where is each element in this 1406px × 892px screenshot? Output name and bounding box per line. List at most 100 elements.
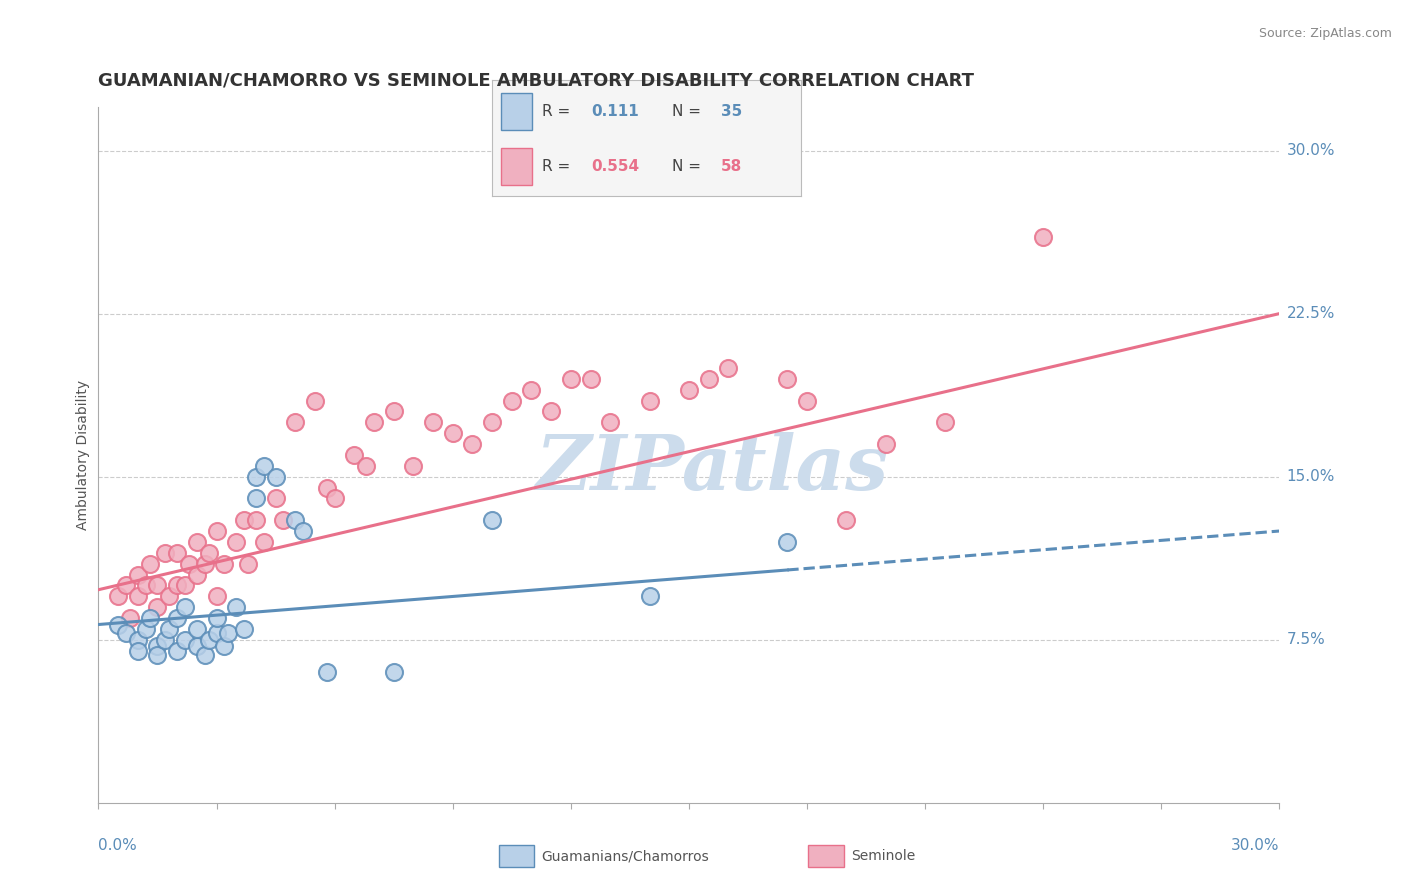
Point	[481, 415, 503, 429]
Point	[292, 524, 315, 538]
Text: Source: ZipAtlas.com: Source: ZipAtlas.com	[1258, 27, 1392, 40]
Point	[205, 524, 228, 538]
Point	[107, 589, 129, 603]
Point	[155, 632, 177, 647]
Point	[225, 535, 247, 549]
Point	[127, 643, 149, 657]
Point	[934, 415, 956, 429]
Point	[245, 469, 267, 483]
Point	[194, 648, 217, 662]
Point	[127, 632, 149, 647]
Point	[678, 383, 700, 397]
Point	[540, 404, 562, 418]
Point	[520, 383, 543, 397]
Text: 0.111: 0.111	[591, 104, 638, 120]
Point	[205, 626, 228, 640]
Point	[422, 415, 444, 429]
Point	[875, 437, 897, 451]
Point	[115, 578, 138, 592]
Point	[146, 600, 169, 615]
Point	[214, 639, 236, 653]
Point	[264, 491, 287, 506]
Point	[214, 557, 236, 571]
Point	[776, 372, 799, 386]
Point	[157, 622, 180, 636]
Point	[174, 600, 197, 615]
Point	[157, 589, 180, 603]
Text: GUAMANIAN/CHAMORRO VS SEMINOLE AMBULATORY DISABILITY CORRELATION CHART: GUAMANIAN/CHAMORRO VS SEMINOLE AMBULATOR…	[98, 71, 974, 89]
Point	[560, 372, 582, 386]
Text: 35: 35	[721, 104, 742, 120]
Point	[225, 600, 247, 615]
Point	[382, 665, 405, 680]
Point	[186, 567, 208, 582]
Point	[197, 632, 219, 647]
Point	[236, 557, 259, 571]
Point	[174, 578, 197, 592]
Point	[402, 458, 425, 473]
Point	[461, 437, 484, 451]
Point	[174, 632, 197, 647]
Text: ZIPatlas: ZIPatlas	[536, 432, 889, 506]
Text: R =: R =	[541, 104, 569, 120]
Point	[166, 611, 188, 625]
Point	[186, 639, 208, 653]
Text: N =: N =	[672, 104, 700, 120]
Point	[205, 589, 228, 603]
Text: N =: N =	[672, 159, 700, 174]
Point	[382, 404, 405, 418]
Y-axis label: Ambulatory Disability: Ambulatory Disability	[76, 380, 90, 530]
Text: R =: R =	[541, 159, 569, 174]
Point	[186, 535, 208, 549]
Point	[135, 622, 157, 636]
Point	[273, 513, 295, 527]
Point	[599, 415, 621, 429]
Point	[115, 626, 138, 640]
Point	[315, 665, 337, 680]
Bar	[502, 147, 533, 185]
Point	[245, 513, 267, 527]
Point	[717, 360, 740, 375]
Point	[441, 426, 464, 441]
Point	[146, 578, 169, 592]
Text: 0.554: 0.554	[591, 159, 640, 174]
Point	[197, 546, 219, 560]
Point	[166, 578, 188, 592]
Point	[315, 481, 337, 495]
Point	[776, 535, 799, 549]
Point	[284, 513, 307, 527]
Point	[233, 622, 256, 636]
Point	[245, 491, 267, 506]
Point	[323, 491, 346, 506]
Point	[253, 458, 276, 473]
Point	[205, 611, 228, 625]
Text: 0.0%: 0.0%	[98, 838, 138, 854]
Point	[481, 513, 503, 527]
Point	[697, 372, 720, 386]
Point	[253, 535, 276, 549]
Point	[264, 469, 287, 483]
Point	[127, 567, 149, 582]
Point	[138, 611, 160, 625]
Text: 58: 58	[721, 159, 742, 174]
Text: 30.0%: 30.0%	[1232, 838, 1279, 854]
Point	[146, 648, 169, 662]
Text: 7.5%: 7.5%	[1286, 632, 1326, 648]
Point	[127, 589, 149, 603]
Point	[835, 513, 858, 527]
Point	[284, 415, 307, 429]
Point	[233, 513, 256, 527]
Text: Guamanians/Chamorros: Guamanians/Chamorros	[541, 849, 709, 863]
Point	[186, 622, 208, 636]
Text: 30.0%: 30.0%	[1286, 143, 1334, 158]
Point	[501, 393, 523, 408]
Point	[354, 458, 377, 473]
Point	[796, 393, 818, 408]
Point	[579, 372, 602, 386]
Point	[118, 611, 141, 625]
Point	[363, 415, 385, 429]
Bar	[502, 93, 533, 130]
Point	[177, 557, 200, 571]
Point	[146, 639, 169, 653]
Text: 22.5%: 22.5%	[1286, 306, 1334, 321]
